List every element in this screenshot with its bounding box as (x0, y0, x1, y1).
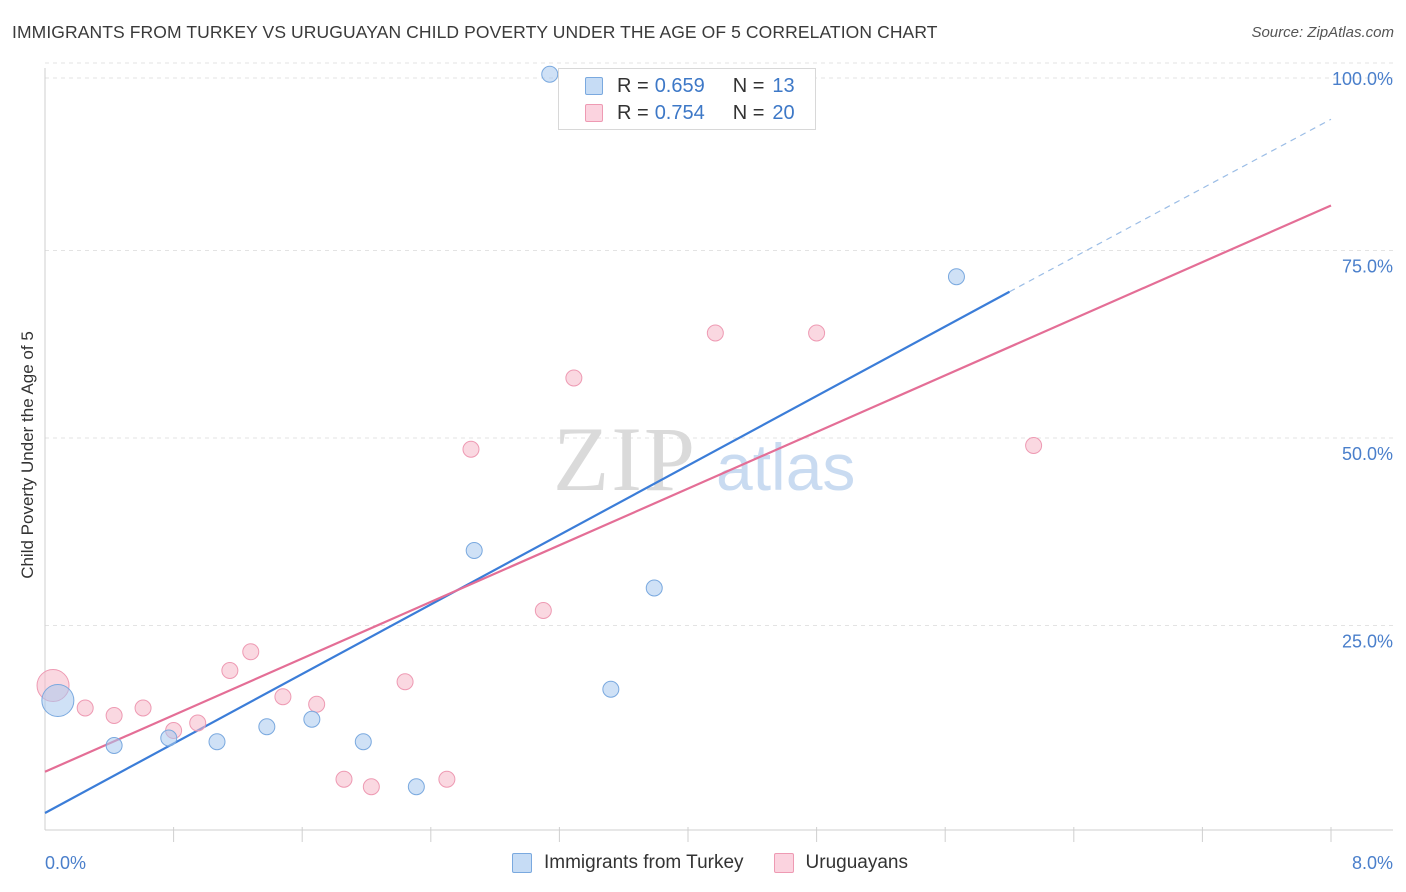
legend-swatch-uruguayans (773, 853, 794, 873)
point-uruguayans (335, 770, 353, 788)
point-turkey (258, 718, 276, 736)
legend-r-value: 0.659 (654, 74, 705, 97)
point-uruguayans (534, 602, 552, 619)
point-uruguayans (308, 695, 326, 713)
point-uruguayans (76, 699, 94, 717)
trendline-turkey (44, 290, 1011, 814)
legend-item-turkey[interactable]: Immigrants from Turkey (512, 852, 744, 874)
legend-row-turkey: R = 0.659 N = 13 (585, 73, 795, 99)
point-turkey (947, 268, 965, 286)
trendline-uruguayans (44, 204, 1332, 773)
point-uruguayans (396, 673, 414, 691)
legend-label-turkey: Immigrants from Turkey (544, 852, 744, 873)
point-uruguayans (105, 707, 123, 724)
point-uruguayans (565, 369, 583, 387)
y-tick-label: 100.0% (1332, 69, 1393, 89)
y-tick-label: 50.0% (1342, 444, 1393, 464)
point-uruguayans (221, 662, 239, 679)
point-turkey (160, 729, 178, 747)
y-tick-label: 25.0% (1342, 632, 1393, 652)
point-turkey (208, 733, 226, 751)
point-uruguayans (362, 778, 380, 796)
legend-n-value: 20 (772, 101, 795, 124)
legend-swatch-uruguayans (585, 104, 603, 122)
legend-swatch-turkey (585, 77, 603, 95)
legend-row-uruguayans: R = 0.754 N = 20 (585, 100, 795, 126)
point-turkey (407, 778, 425, 796)
watermark-zip: ZIP (553, 408, 697, 510)
point-uruguayans (706, 324, 724, 342)
point-turkey (303, 710, 321, 728)
legend-swatch-turkey (512, 853, 532, 873)
stats-legend: R = 0.659 N = 13 R = 0.754 N = 20 (558, 68, 816, 130)
point-uruguayans (462, 440, 480, 458)
legend-n-label: N = (732, 74, 765, 97)
x-tick-label-left: 0.0% (45, 853, 86, 873)
legend-n-value: 13 (772, 74, 795, 97)
point-turkey (105, 737, 123, 754)
legend-r-label: R = (617, 74, 649, 97)
point-uruguayans (274, 688, 292, 706)
legend-r-value: 0.754 (654, 101, 705, 124)
trendline-turkey-extension (1009, 118, 1332, 293)
chart-title: IMMIGRANTS FROM TURKEY VS URUGUAYAN CHIL… (12, 22, 938, 42)
point-turkey (465, 542, 483, 559)
source-credit: Source: ZipAtlas.com (1251, 24, 1394, 41)
legend-item-uruguayans[interactable]: Uruguayans (773, 852, 908, 874)
point-turkey (354, 733, 372, 751)
point-turkey (645, 579, 663, 597)
legend-n-label: N = (732, 101, 765, 124)
x-tick-label-right: 8.0% (1352, 853, 1393, 873)
point-uruguayans (1025, 437, 1043, 454)
point-uruguayans (438, 770, 456, 788)
point-uruguayans (808, 324, 826, 342)
legend-label-uruguayans: Uruguayans (805, 852, 908, 873)
point-turkey (41, 684, 75, 717)
series-legend: Immigrants from Turkey Uruguayans (512, 852, 938, 874)
point-turkey (602, 680, 620, 698)
legend-r-label: R = (617, 101, 649, 124)
point-uruguayans (242, 643, 260, 661)
point-turkey (541, 65, 559, 83)
point-uruguayans (134, 699, 152, 717)
point-uruguayans (189, 714, 207, 732)
y-tick-label: 75.0% (1342, 257, 1393, 277)
